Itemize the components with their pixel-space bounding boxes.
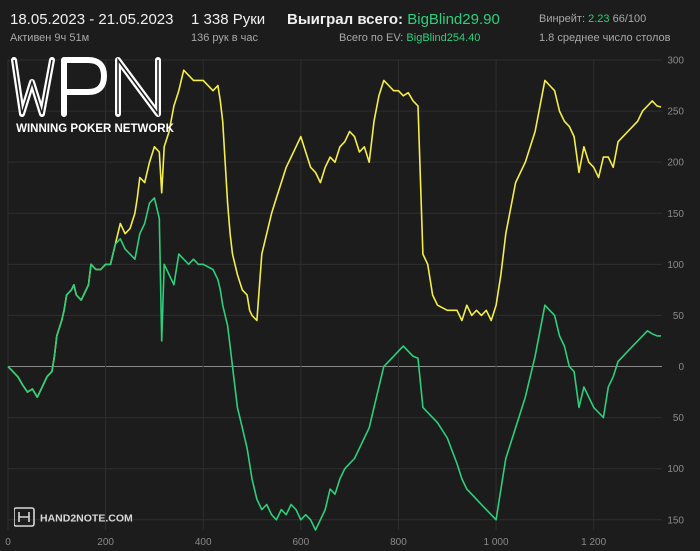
hands-count: 1 338 Руки (191, 11, 266, 28)
x-tick-label: 800 (390, 537, 407, 548)
hands-per-hour: 136 рук в час (191, 32, 259, 44)
y-tick-label: 0 (678, 362, 684, 373)
axis-ticks: 300 250 200 150 100 50 0 50 100 150 0 200 400 600 800 1… (5, 56, 684, 549)
hand2note-text: HAND2NOTE.COM (40, 513, 133, 525)
y-tick-label: 300 (667, 56, 684, 67)
stats-header: 18.05.2023 - 21.05.2023 Активен 9ч 51м 1… (0, 0, 700, 52)
avg-tables: 1.8 среднее число столов (539, 32, 671, 44)
x-tick-label: 0 (5, 537, 11, 548)
date-range: 18.05.2023 - 21.05.2023 (10, 11, 174, 28)
active-time: Активен 9ч 51м (10, 32, 90, 44)
y-tick-label: 100 (667, 260, 684, 271)
y-tick-label: 150 (667, 209, 684, 220)
y-tick-label: 50 (673, 413, 685, 424)
y-tick-label: 150 (667, 515, 684, 526)
winrate: Винрейт: 2.23 66/100 (539, 13, 646, 25)
winrate-label: Винрейт: (539, 13, 586, 25)
logo-subtitle: WINNING POKER NETWORK (16, 123, 174, 135)
wpn-logo: WINNING POKER NETWORK (11, 57, 175, 135)
won-total: Выиграл всего: BigBlind29.90 (287, 11, 500, 28)
x-tick-label: 1 000 (484, 537, 509, 548)
x-tick-label: 200 (97, 537, 114, 548)
series-line-won (7, 197, 661, 531)
x-tick-label: 1 200 (581, 537, 606, 548)
x-tick-label: 400 (195, 537, 212, 548)
ev-label: Всего по EV: (339, 32, 404, 44)
won-value: BigBlind29.90 (407, 11, 500, 28)
y-tick-label: 200 (667, 158, 684, 169)
series-lines (7, 69, 662, 531)
winrate-value: 2.23 (588, 13, 610, 25)
ev-total: Всего по EV: BigBlind254.40 (339, 32, 480, 44)
x-tick-label: 600 (292, 537, 309, 548)
won-label: Выиграл всего: (287, 11, 404, 28)
ev-value: BigBlind254.40 (406, 32, 481, 44)
hand2note-icon (14, 507, 35, 527)
y-tick-label: 50 (673, 311, 685, 322)
y-tick-label: 250 (667, 107, 684, 118)
hand2note-watermark: HAND2NOTE.COM (14, 507, 133, 527)
winrate-hands: 66/100 (612, 13, 647, 25)
y-tick-label: 100 (667, 464, 684, 475)
